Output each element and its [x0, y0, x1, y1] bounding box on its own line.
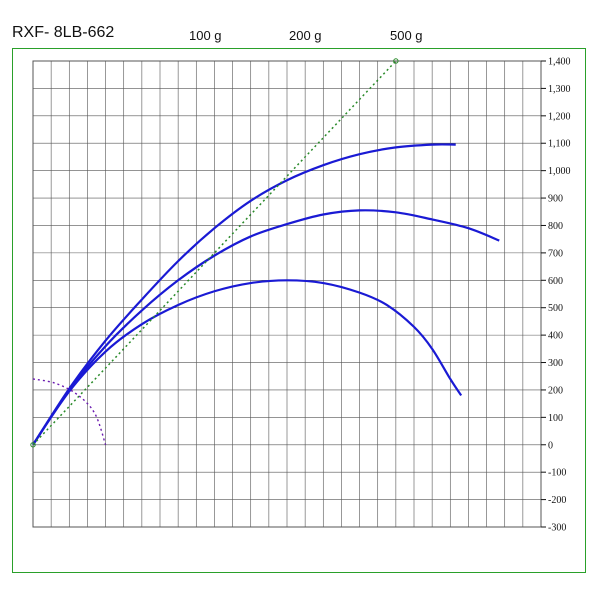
- y-tick-label: 300: [548, 358, 563, 369]
- series-layer: [30, 58, 500, 448]
- y-tick-label: 400: [548, 331, 563, 342]
- dotted-arc: [32, 378, 107, 445]
- y-tick-label: 1,200: [548, 111, 571, 122]
- chart-title: RXF- 8LB-662: [12, 24, 115, 41]
- y-tick-label: 1,100: [548, 139, 571, 150]
- reference-dotted-line: [32, 60, 397, 446]
- grid: [32, 60, 542, 528]
- y-tick-label: 900: [548, 194, 563, 205]
- y-tick-label: -100: [548, 468, 566, 479]
- reference-line-end-marker: [393, 58, 399, 64]
- y-tick-label: 600: [548, 276, 563, 287]
- y-tick-label: 200: [548, 385, 563, 396]
- series-line-200g: [32, 209, 500, 446]
- y-tick-label: -300: [548, 523, 566, 534]
- series-line-100g: [32, 279, 463, 446]
- legend-label-500g: 500 g: [390, 28, 423, 43]
- y-tick-label: 100: [548, 413, 563, 424]
- y-axis-ticks: 1,400 1,300 1,200 1,100 1,000 900 800 700 600 500…: [541, 57, 571, 534]
- series-line-500g: [32, 143, 456, 446]
- y-tick-label: 1,400: [548, 57, 571, 68]
- y-tick-label: 500: [548, 303, 563, 314]
- y-tick-label: 1,000: [548, 166, 571, 177]
- chart-header: RXF- 8LB-662 100 g 200 g 500 g: [0, 0, 600, 48]
- legend-label-100g: 100 g: [189, 28, 222, 43]
- origin-marker: [30, 442, 36, 448]
- chart-frame: [12, 48, 586, 573]
- y-tick-label: 0: [548, 440, 553, 451]
- y-tick-label: 800: [548, 221, 563, 232]
- y-tick-label: 1,300: [548, 84, 571, 95]
- legend-label-200g: 200 g: [289, 28, 322, 43]
- y-tick-label: 700: [548, 248, 563, 259]
- y-tick-label: -200: [548, 495, 566, 506]
